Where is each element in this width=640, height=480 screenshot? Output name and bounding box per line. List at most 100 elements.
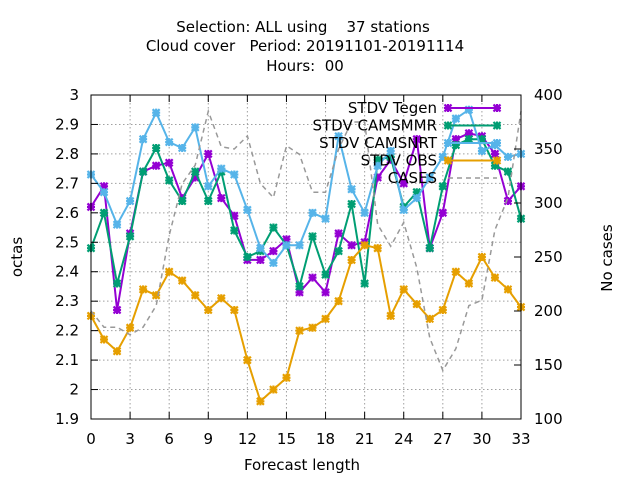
data-point-stdv-camsnrt	[347, 184, 356, 194]
legend-marker-end	[492, 156, 502, 165]
y-tick-label: 2.1	[55, 351, 79, 369]
data-point-stdv-camsnrt	[386, 146, 395, 156]
data-point-stdv-camsmmr	[190, 167, 200, 176]
data-point-stdv-camsnrt	[464, 105, 474, 115]
data-point-stdv-obs	[164, 267, 174, 277]
data-point-stdv-obs	[282, 373, 291, 383]
x-tick-label: 33	[511, 430, 530, 448]
x-tick-label: 9	[203, 430, 213, 448]
data-point-stdv-obs	[99, 335, 109, 344]
y-tick-label: 1.9	[55, 410, 79, 428]
data-point-stdv-obs	[321, 314, 330, 324]
data-point-stdv-obs	[334, 296, 343, 306]
data-point-stdv-camsmmr	[490, 161, 500, 170]
data-point-stdv-obs	[373, 243, 382, 253]
series-line-stdv-camsmmr	[90, 138, 522, 291]
data-point-stdv-obs	[425, 314, 435, 324]
data-point-stdv-tegen	[282, 235, 291, 244]
x-tick-label: 24	[394, 430, 413, 448]
data-point-stdv-camsnrt	[217, 164, 226, 173]
data-point-stdv-camsmmr	[138, 167, 148, 176]
data-point-stdv-camsnrt	[177, 143, 187, 153]
data-point-stdv-tegen	[295, 288, 304, 297]
data-point-stdv-camsmmr	[164, 176, 174, 185]
legend-label: STDV CAMSMMR	[312, 117, 437, 135]
data-point-stdv-camsmmr	[269, 223, 278, 232]
data-point-stdv-obs	[399, 285, 409, 294]
data-point-stdv-camsmmr	[334, 246, 343, 256]
data-point-stdv-obs	[386, 311, 395, 321]
axis-ticks	[90, 94, 522, 420]
data-point-stdv-tegen	[164, 158, 174, 168]
data-point-stdv-camsnrt	[321, 214, 330, 223]
data-point-stdv-obs	[451, 267, 461, 277]
data-point-stdv-obs	[125, 323, 135, 332]
title-line-1: Selection: ALL using 37 stations	[176, 18, 430, 36]
legend-marker-end	[492, 103, 502, 113]
data-point-stdv-tegen	[347, 240, 356, 250]
data-point-stdv-tegen	[321, 288, 330, 297]
data-point-stdv-obs	[477, 252, 487, 262]
series-line-stdv-camsnrt	[90, 108, 522, 265]
data-point-stdv-tegen	[151, 161, 161, 170]
data-point-stdv-camsnrt	[256, 243, 265, 253]
legend-item-stdv-tegen: STDV Tegen	[348, 99, 502, 117]
y-tick-label: 2.7	[55, 174, 79, 192]
data-point-stdv-obs	[217, 293, 226, 303]
data-point-stdv-camsmmr	[373, 155, 382, 165]
data-point-stdv-camsmmr	[112, 279, 122, 288]
data-point-stdv-tegen	[438, 208, 448, 218]
data-point-stdv-camsmmr	[503, 167, 513, 176]
y-tick-label: 2	[69, 381, 79, 399]
data-point-stdv-camsmmr	[477, 134, 487, 144]
data-point-stdv-camsmmr	[177, 196, 187, 206]
y-tick-label: 2.2	[55, 322, 79, 340]
data-point-stdv-camsnrt	[451, 114, 461, 123]
series-stdv-camsmmr	[86, 134, 526, 291]
data-point-stdv-camsmmr	[321, 270, 330, 279]
title-line-3: Hours: 00	[266, 57, 344, 75]
data-point-stdv-obs	[112, 346, 122, 356]
series-stdv-tegen	[86, 129, 526, 315]
data-point-stdv-camsnrt	[243, 205, 252, 215]
x-tick-label: 0	[86, 430, 96, 448]
data-point-stdv-obs	[203, 305, 213, 315]
legend-item-stdv-obs: STDV OBS	[361, 152, 502, 170]
legend-label: STDV CAMSNRT	[319, 134, 438, 152]
data-point-stdv-camsnrt	[425, 173, 435, 182]
data-point-stdv-obs	[190, 291, 200, 300]
title-line-2: Cloud cover Period: 20191101-20191114	[146, 37, 464, 55]
data-point-stdv-obs	[360, 240, 369, 250]
data-point-stdv-obs	[464, 279, 474, 288]
data-point-stdv-obs	[243, 355, 252, 365]
x-tick-label: 18	[316, 430, 335, 448]
legend-label: STDV OBS	[361, 152, 437, 170]
data-point-stdv-camsnrt	[99, 187, 109, 197]
y-tick-label: 2.8	[55, 145, 79, 163]
legend-marker-start	[443, 138, 453, 148]
data-point-stdv-camsnrt	[438, 152, 448, 162]
data-point-stdv-tegen	[399, 179, 409, 188]
data-point-stdv-camsmmr	[425, 243, 435, 253]
data-point-stdv-camsmmr	[360, 279, 369, 288]
data-point-stdv-camsnrt	[399, 205, 409, 215]
y2-tick-label: 150	[534, 356, 563, 374]
legend-label: STDV Tegen	[348, 99, 437, 117]
data-point-stdv-tegen	[503, 196, 513, 206]
data-point-stdv-camsmmr	[347, 199, 356, 209]
data-point-stdv-obs	[438, 305, 448, 315]
data-point-stdv-tegen	[217, 193, 226, 203]
data-point-stdv-tegen	[373, 173, 382, 182]
y-tick-label: 2.9	[55, 115, 79, 133]
data-point-stdv-tegen	[308, 273, 317, 282]
data-point-stdv-camsnrt	[203, 182, 213, 191]
data-point-stdv-obs	[412, 299, 422, 309]
data-point-stdv-camsnrt	[295, 240, 304, 250]
data-point-stdv-camsnrt	[112, 220, 122, 229]
y2-tick-label: 300	[534, 194, 563, 212]
y2-axis-label: No cases	[598, 224, 616, 292]
data-point-stdv-camsnrt	[477, 146, 487, 156]
data-point-stdv-camsmmr	[243, 252, 252, 262]
y2-tick-label: 250	[534, 248, 563, 266]
